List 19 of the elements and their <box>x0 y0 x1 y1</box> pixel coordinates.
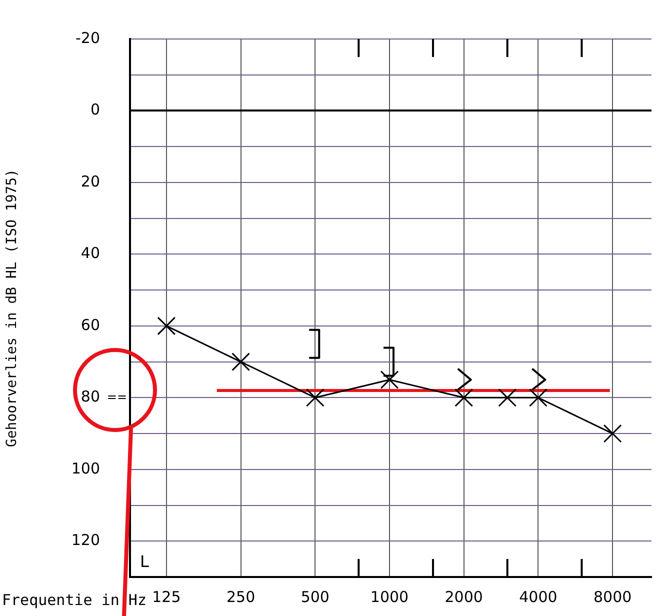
y-axis-title: Gehoorverlies in dB HL (ISO 1975) <box>4 168 20 448</box>
y-tick-label: 0 <box>90 100 100 119</box>
x-tick-label: 500 <box>300 588 330 606</box>
y-tick-label: 120 <box>71 531 100 550</box>
y-tick-label: 40 <box>80 244 100 262</box>
x-tick-label: 1000 <box>370 588 409 606</box>
x-tick-label: 250 <box>226 588 256 606</box>
y-tick-label: -20 <box>76 28 100 47</box>
x-tick-label: 2000 <box>444 588 483 606</box>
x-tick-label: 8000 <box>593 588 632 606</box>
y-tick-label: 100 <box>71 459 100 478</box>
text: == <box>106 390 127 404</box>
y-tick-label: 20 <box>80 172 100 190</box>
annotation: L <box>140 552 149 572</box>
x-tick-label: 4000 <box>519 588 558 606</box>
y-tick-label: 80 <box>80 388 100 406</box>
x-tick-label: 125 <box>152 588 181 606</box>
x-axis-title: Frequentie in Hz <box>2 590 146 609</box>
y-tick-label: 60 <box>80 316 100 334</box>
